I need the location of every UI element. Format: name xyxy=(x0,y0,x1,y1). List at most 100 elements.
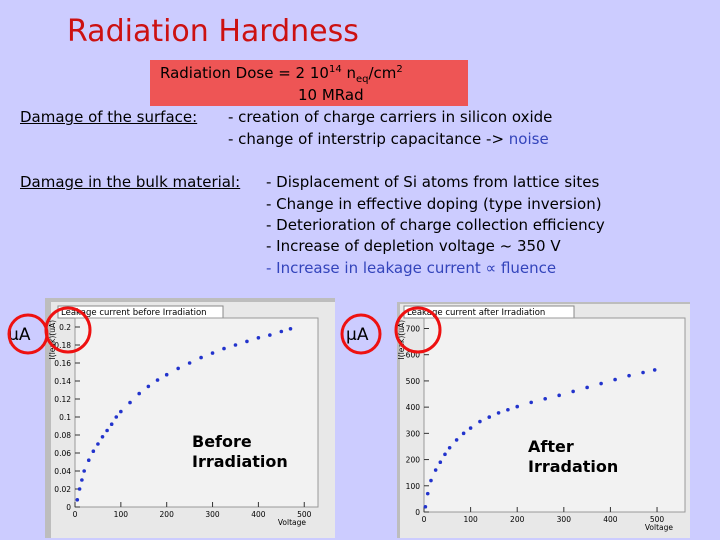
y-tick-label: 0 xyxy=(415,508,420,517)
data-point xyxy=(585,385,589,390)
data-point xyxy=(487,415,492,419)
dose-sub: eq xyxy=(355,74,369,85)
annotation: After Irradation xyxy=(528,437,619,476)
y-tick-label: 100 xyxy=(406,482,421,491)
data-point xyxy=(77,487,82,491)
x-tick-label: 200 xyxy=(160,510,175,519)
data-point xyxy=(86,458,91,463)
y-tick-label: 700 xyxy=(406,324,421,333)
x-tick-label: 300 xyxy=(557,515,572,524)
data-point xyxy=(571,389,575,394)
x-tick-label: 100 xyxy=(463,515,478,524)
unit-right: μA xyxy=(346,325,369,345)
y-tick-label: 600 xyxy=(406,351,421,360)
data-point xyxy=(627,373,631,378)
data-point xyxy=(199,355,203,360)
y-tick-label: 0.02 xyxy=(54,485,71,494)
data-point xyxy=(288,327,293,331)
bulk-item-last: - Increase in leakage current ∝ fluence xyxy=(266,259,557,277)
surface-item-row: - change of interstrip capacitance -> no… xyxy=(228,130,549,148)
slide-title: Radiation Hardness xyxy=(67,14,359,49)
dose-line2: 10 MRad xyxy=(298,86,364,104)
data-point xyxy=(137,391,141,396)
y-tick-label: 0 xyxy=(66,503,71,512)
bulk-item: - Increase of depletion voltage ~ 350 V xyxy=(266,237,561,255)
data-point xyxy=(155,378,160,382)
dose-exp2: 2 xyxy=(396,64,403,75)
bulk-label: Damage in the bulk material: xyxy=(20,173,241,191)
x-tick-label: 300 xyxy=(205,510,220,519)
data-point xyxy=(128,400,132,405)
data-point xyxy=(164,372,169,377)
dose-n: n xyxy=(346,64,356,82)
x-tick-label: 0 xyxy=(73,510,78,519)
y-tick-label: 0.08 xyxy=(54,431,71,440)
dose-box xyxy=(150,60,468,106)
y-axis-label: I(leak)(uA) xyxy=(48,320,57,360)
x-axis-label: Voltage xyxy=(278,518,307,527)
plot-area xyxy=(423,317,686,513)
surface-item: - change of interstrip capacitance -> xyxy=(228,130,509,148)
unit-left: μA xyxy=(8,325,31,345)
data-point xyxy=(268,333,272,337)
noise: noise xyxy=(508,130,549,148)
annotation: Before Irradiation xyxy=(192,432,288,471)
data-point xyxy=(641,370,645,375)
data-point xyxy=(652,368,657,372)
y-axis-label: I(leak)(uA) xyxy=(397,320,406,360)
data-point xyxy=(423,504,428,509)
y-tick-label: 0.2 xyxy=(59,323,71,332)
data-point xyxy=(105,428,109,433)
x-tick-label: 0 xyxy=(422,515,427,524)
data-point xyxy=(91,449,96,454)
x-tick-label: 400 xyxy=(251,510,266,519)
chart-title: Leakage current after Irradiation xyxy=(407,308,545,318)
data-point xyxy=(80,478,84,482)
surface-item: - creation of charge carriers in silicon… xyxy=(228,108,553,126)
y-tick-label: 0.1 xyxy=(59,413,71,422)
data-point xyxy=(443,452,447,457)
data-point xyxy=(454,438,459,442)
data-point xyxy=(82,469,86,473)
x-axis-label: Voltage xyxy=(645,523,674,532)
data-point xyxy=(506,407,510,412)
y-tick-label: 500 xyxy=(406,377,421,386)
data-point xyxy=(529,400,533,405)
data-point xyxy=(478,419,482,424)
data-point xyxy=(210,351,215,355)
bulk-item: - Displacement of Si atoms from lattice … xyxy=(266,173,600,191)
data-point xyxy=(543,396,547,401)
data-point xyxy=(433,468,438,472)
y-tick-label: 0.16 xyxy=(54,359,71,368)
chart-title: Leakage current before Irradiation xyxy=(61,308,207,318)
data-point xyxy=(557,393,561,398)
data-point xyxy=(222,346,226,351)
y-tick-label: 400 xyxy=(406,403,421,412)
data-point xyxy=(233,343,238,347)
data-point xyxy=(119,409,123,414)
data-point xyxy=(425,491,430,496)
data-point xyxy=(461,431,466,436)
data-point xyxy=(75,498,80,502)
y-tick-label: 0.12 xyxy=(54,395,71,404)
y-tick-label: 0.06 xyxy=(54,449,71,458)
data-point xyxy=(176,366,180,371)
y-tick-label: 0.14 xyxy=(54,377,71,386)
dose: Radiation Dose = 2 1014 neq/cm2 xyxy=(160,64,403,85)
data-point xyxy=(279,329,284,334)
x-tick-label: 200 xyxy=(510,515,525,524)
x-tick-label: 400 xyxy=(603,515,618,524)
data-point xyxy=(468,426,473,430)
surface-label: Damage of the surface: xyxy=(20,108,198,126)
data-point xyxy=(613,377,617,382)
data-point xyxy=(96,442,100,446)
y-tick-label: 300 xyxy=(406,429,421,438)
data-point xyxy=(146,384,151,389)
y-tick-label: 0.04 xyxy=(54,467,71,476)
x-tick-label: 500 xyxy=(650,515,665,524)
data-point xyxy=(100,435,105,439)
data-point xyxy=(496,411,501,415)
data-point xyxy=(114,415,119,419)
data-point xyxy=(599,381,603,386)
